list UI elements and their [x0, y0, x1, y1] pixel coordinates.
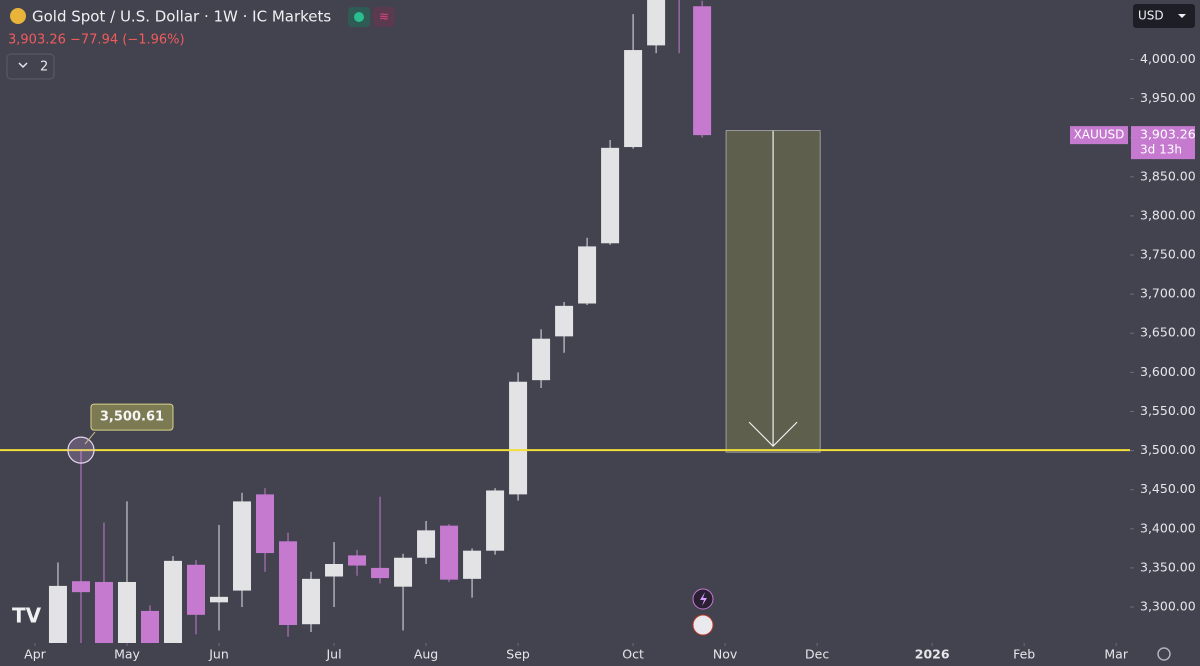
status-icon: ≋ — [379, 10, 389, 24]
candle-body — [187, 564, 206, 615]
level-label-box — [90, 403, 174, 431]
dropdown-icon — [1178, 14, 1186, 18]
symbol-tag-label: XAUUSD — [1074, 128, 1125, 142]
x-tick-label: Jul — [325, 647, 341, 662]
y-tick-label: 4,000.00 — [1140, 51, 1196, 66]
level-pointer — [84, 431, 96, 445]
indicator-toggle[interactable] — [6, 53, 55, 80]
x-tick-label: Dec — [805, 647, 829, 662]
price-tag — [1131, 126, 1195, 160]
candle-body — [532, 338, 551, 381]
candle-body — [578, 246, 597, 304]
currency-select[interactable] — [1133, 4, 1195, 28]
candle-body — [348, 555, 367, 566]
candle-body — [463, 550, 482, 579]
price-change: −77.94 (−1.96%) — [70, 33, 185, 48]
currency-label: USD — [1138, 9, 1164, 23]
bolt-icon — [700, 592, 707, 606]
chevron-icon — [18, 62, 28, 69]
symbol-icon — [10, 8, 26, 24]
y-tick-label: 3,700.00 — [1140, 286, 1196, 301]
y-tick-label: 3,650.00 — [1140, 325, 1196, 340]
candle-body — [71, 581, 90, 593]
candle-body — [509, 381, 528, 495]
candle-body — [371, 567, 390, 579]
candle-body — [233, 501, 252, 591]
y-tick-label: 3,800.00 — [1140, 207, 1196, 222]
x-tick-label: May — [114, 647, 140, 662]
status-badge — [373, 7, 395, 27]
y-tick-label: 3,450.00 — [1140, 481, 1196, 496]
x-tick-label: Nov — [713, 647, 738, 662]
candle-body — [325, 563, 344, 577]
candle-body — [163, 560, 182, 643]
candle-body — [693, 6, 712, 136]
y-tick-label: 3,850.00 — [1140, 168, 1196, 183]
x-tick-label: Feb — [1013, 647, 1035, 662]
y-tick-label: 3,500.00 — [1140, 442, 1196, 457]
price-tag-label: 3,903.26 — [1140, 127, 1196, 142]
candle-body — [394, 557, 413, 587]
y-tick-label: 3,750.00 — [1140, 247, 1196, 262]
level-anchor — [67, 436, 95, 464]
candle-body — [279, 541, 298, 626]
y-tick-label: 3,550.00 — [1140, 403, 1196, 418]
x-tick-label: Aug — [414, 647, 438, 662]
x-tick-label: Apr — [24, 647, 46, 662]
candle-body — [555, 305, 574, 337]
target-arrow — [748, 130, 798, 447]
indicator-count: 2 — [40, 60, 48, 75]
x-tick-label: Jun — [208, 647, 229, 662]
tv-logo: TV — [12, 604, 42, 628]
status-dot — [354, 12, 364, 22]
x-tick-label: Mar — [1104, 647, 1128, 662]
last-price: 3,903.26 — [8, 33, 66, 48]
candle-body — [601, 147, 620, 244]
candle-body — [624, 50, 643, 148]
countdown-label: 3d 13h — [1140, 143, 1182, 157]
chart-title: Gold Spot / U.S. Dollar · 1W · IC Market… — [32, 8, 331, 26]
plot-area — [0, 0, 1130, 643]
candle-body — [302, 578, 321, 625]
candle-body — [647, 0, 666, 46]
y-tick-label: 3,300.00 — [1140, 599, 1196, 614]
candle-body — [117, 581, 136, 643]
symbol-tag — [1070, 126, 1128, 145]
y-tick-label: 3,950.00 — [1140, 90, 1196, 105]
news-icon[interactable] — [692, 614, 714, 636]
y-tick-label: 3,600.00 — [1140, 364, 1196, 379]
candle-body — [417, 530, 436, 558]
x-tick-label: Sep — [506, 647, 530, 662]
candle-body — [210, 596, 229, 603]
y-tick-label: 3,400.00 — [1140, 520, 1196, 535]
x-tick-label: 2026 — [915, 647, 950, 662]
candle-body — [440, 525, 459, 580]
candle-body — [486, 490, 505, 551]
candle-body — [48, 585, 67, 643]
candle-body — [256, 494, 275, 554]
settings-icon[interactable] — [1157, 647, 1171, 661]
y-tick-label: 3,350.00 — [1140, 559, 1196, 574]
candle-body — [140, 610, 159, 643]
x-tick-label: Oct — [622, 647, 644, 662]
candle-body — [94, 581, 113, 643]
level-label: 3,500.61 — [100, 410, 164, 425]
